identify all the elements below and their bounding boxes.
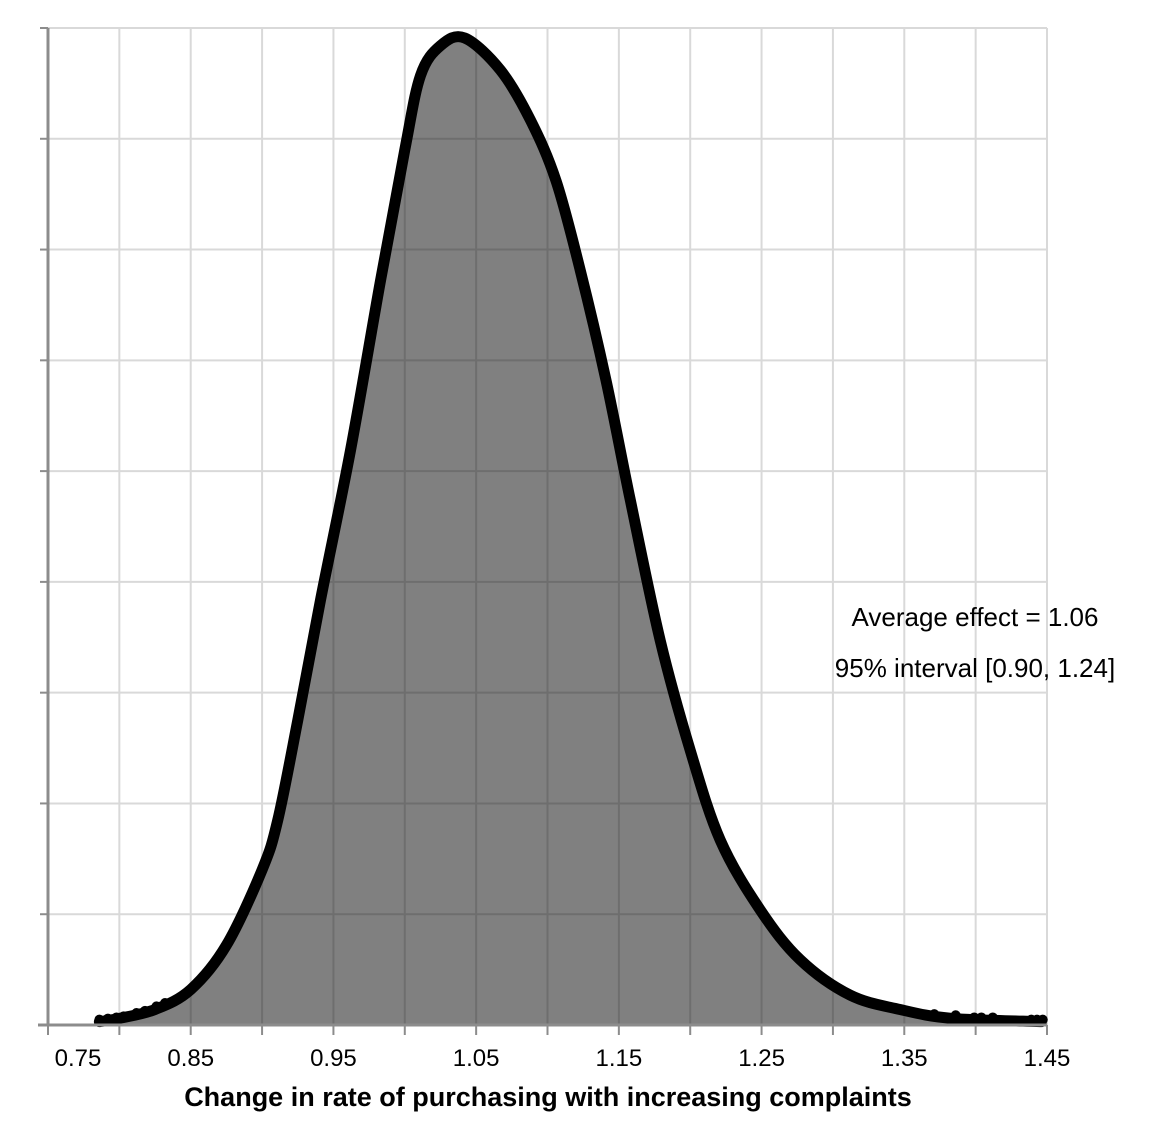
x-tick-labels: 0.75 0.85 0.95 1.05 1.15 1.25 1.35 1.45 (55, 1045, 1071, 1072)
tail-point (140, 1005, 151, 1016)
x-tick-label: 0.75 (55, 1045, 102, 1072)
tail-point (102, 1013, 113, 1024)
x-tick-label: 0.85 (167, 1045, 214, 1072)
x-tick-label: 1.25 (738, 1045, 785, 1072)
tail-points (94, 998, 1048, 1025)
tail-point (118, 1011, 129, 1022)
tail-point (976, 1012, 987, 1023)
x-tick-label: 1.15 (595, 1045, 642, 1072)
tail-point (151, 1001, 162, 1012)
tail-point (1037, 1014, 1048, 1025)
tail-point (987, 1012, 998, 1023)
tail-point (160, 998, 171, 1009)
x-tick-label: 1.05 (453, 1045, 500, 1072)
annotation-average-effect: Average effect = 1.06 (852, 602, 1099, 632)
tail-point (969, 1012, 980, 1023)
tail-point (94, 1014, 105, 1025)
tail-point (131, 1008, 142, 1019)
tail-point (950, 1010, 961, 1021)
x-tick-label: 0.95 (310, 1045, 357, 1072)
grid-over-area (99, 36, 1042, 1025)
x-tick-label: 1.45 (1024, 1045, 1071, 1072)
annotation-interval: 95% interval [0.90, 1.24] (835, 653, 1115, 683)
axes (38, 27, 1048, 1035)
x-tick-label: 1.35 (881, 1045, 928, 1072)
x-axis-label: Change in rate of purchasing with increa… (184, 1082, 912, 1112)
density-line (93, 31, 1047, 1028)
density-area (99, 36, 1042, 1025)
tail-point (929, 1009, 940, 1020)
